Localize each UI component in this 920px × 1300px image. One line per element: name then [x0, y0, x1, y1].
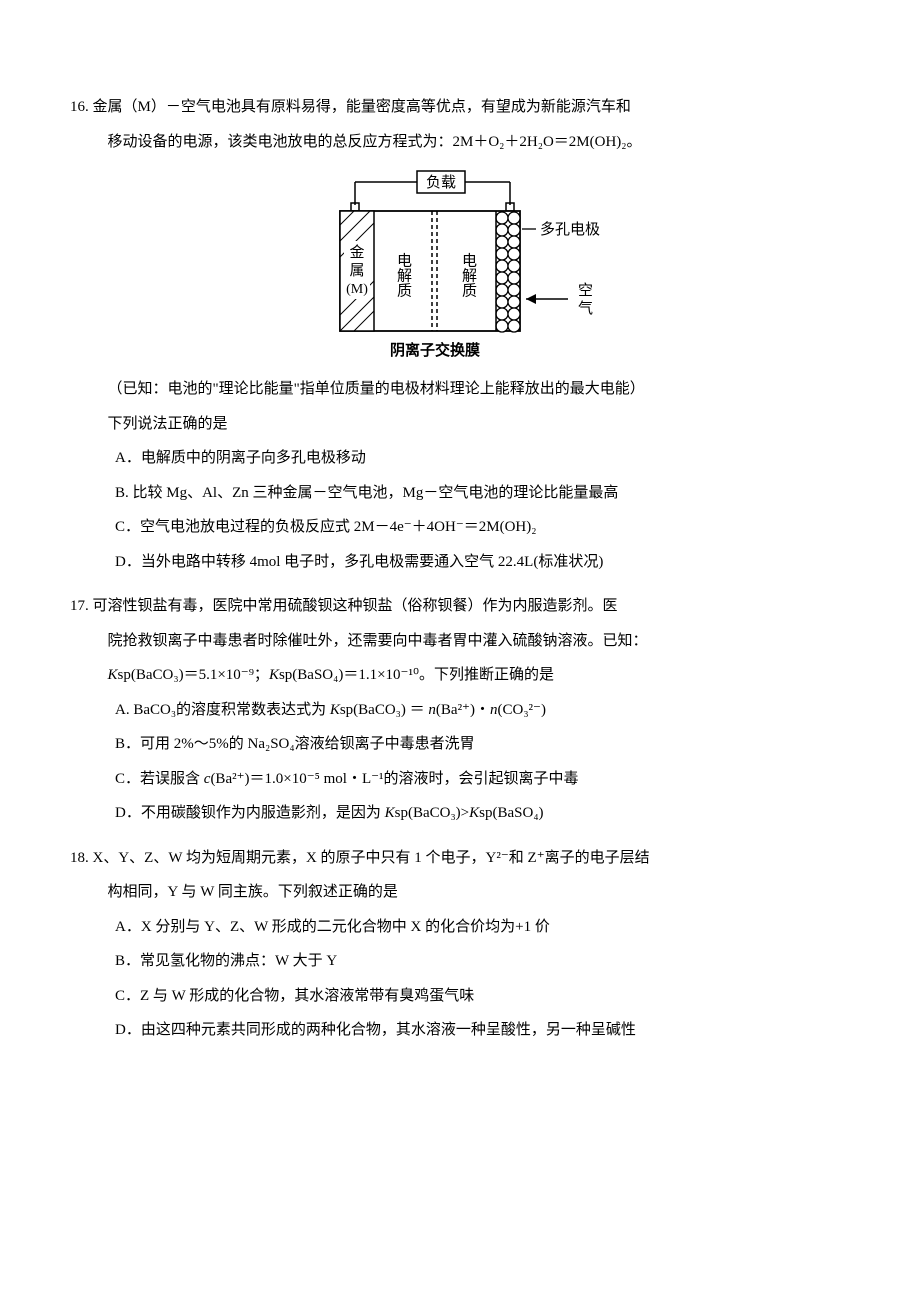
q17-option-c: C．若误服含 c(Ba²⁺)＝1.0×10⁻⁵ mol・L⁻¹的溶液时，会引起钡…: [70, 762, 850, 797]
svg-text:属: 属: [349, 263, 364, 279]
q16-known: （已知：电池的"理论比能量"指单位质量的电极材料理论上能释放出的最大电能）: [70, 372, 850, 407]
q17-option-d: D．不用碳酸钡作为内服造影剂，是因为 Ksp(BaCO₃)>Ksp(BaSO₄): [70, 796, 850, 831]
diagram-load-label: 负载: [426, 174, 456, 191]
q17-ksp-line: Ksp(BaCO₃)＝5.1×10⁻⁹；Ksp(BaSO₄)＝1.1×10⁻¹⁰…: [70, 658, 850, 693]
question-18: 18. X、Y、Z、W 均为短周期元素，X 的原子中只有 1 个电子，Y²⁻和 …: [70, 841, 850, 1048]
q18-stem-line1: 18. X、Y、Z、W 均为短周期元素，X 的原子中只有 1 个电子，Y²⁻和 …: [70, 841, 850, 876]
q18-number: 18.: [70, 850, 89, 866]
svg-text:(M): (M): [346, 282, 368, 297]
svg-text:金: 金: [349, 244, 364, 261]
q18-option-b: B．常见氢化物的沸点：W 大于 Y: [70, 944, 850, 979]
q16-number: 16.: [70, 99, 89, 115]
svg-text:电解质: 电解质: [395, 253, 412, 298]
question-17: 17. 可溶性钡盐有毒，医院中常用硫酸钡这种钡盐（俗称钡餐）作为内服造影剂。医 …: [70, 589, 850, 831]
svg-text:空: 空: [578, 282, 593, 299]
svg-text:多孔电极: 多孔电极: [540, 221, 600, 238]
q17-stem-line2: 院抢救钡离子中毒患者时除催吐外，还需要向中毒者胃中灌入硫酸钠溶液。已知：: [70, 624, 850, 659]
q16-stem-line2: 移动设备的电源，该类电池放电的总反应方程式为：2M＋O₂＋2H₂O＝2M(OH)…: [70, 125, 850, 160]
q18-option-d: D．由这四种元素共同形成的两种化合物，其水溶液一种呈酸性，另一种呈碱性: [70, 1013, 850, 1048]
q17-stem-line1: 17. 可溶性钡盐有毒，医院中常用硫酸钡这种钡盐（俗称钡餐）作为内服造影剂。医: [70, 589, 850, 624]
q16-option-a: A．电解质中的阴离子向多孔电极移动: [70, 441, 850, 476]
svg-text:阴离子交换膜: 阴离子交换膜: [390, 341, 480, 359]
q17-option-a: A. BaCO₃的溶度积常数表达式为 Ksp(BaCO₃) ＝ n(Ba²⁺)・…: [70, 693, 850, 728]
battery-diagram: 负载 金 属: [70, 167, 850, 366]
q17-option-b: B．可用 2%～5%的 Na₂SO₄溶液给钡离子中毒患者洗胃: [70, 727, 850, 762]
svg-text:气: 气: [578, 300, 593, 317]
svg-text:电解质: 电解质: [460, 253, 477, 298]
q18-option-c: C．Z 与 W 形成的化合物，其水溶液常带有臭鸡蛋气味: [70, 979, 850, 1014]
q16-stem-line1: 16. 金属（M）－空气电池具有原料易得，能量密度高等优点，有望成为新能源汽车和: [70, 90, 850, 125]
q16-stem-part1: 金属（M）－空气电池具有原料易得，能量密度高等优点，有望成为新能源汽车和: [93, 99, 631, 115]
q16-option-b: B. 比较 Mg、Al、Zn 三种金属－空气电池，Mg－空气电池的理论比能量最高: [70, 476, 850, 511]
q16-option-c: C．空气电池放电过程的负极反应式 2M－4e⁻＋4OH⁻＝2M(OH)₂: [70, 510, 850, 545]
q17-number: 17.: [70, 598, 89, 614]
q16-option-d: D．当外电路中转移 4mol 电子时，多孔电极需要通入空气 22.4L(标准状况…: [70, 545, 850, 580]
q16-lead: 下列说法正确的是: [70, 407, 850, 442]
question-16: 16. 金属（M）－空气电池具有原料易得，能量密度高等优点，有望成为新能源汽车和…: [70, 90, 850, 579]
q18-stem-line2: 构相同，Y 与 W 同主族。下列叙述正确的是: [70, 875, 850, 910]
q18-option-a: A．X 分别与 Y、Z、W 形成的二元化合物中 X 的化合价均为+1 价: [70, 910, 850, 945]
